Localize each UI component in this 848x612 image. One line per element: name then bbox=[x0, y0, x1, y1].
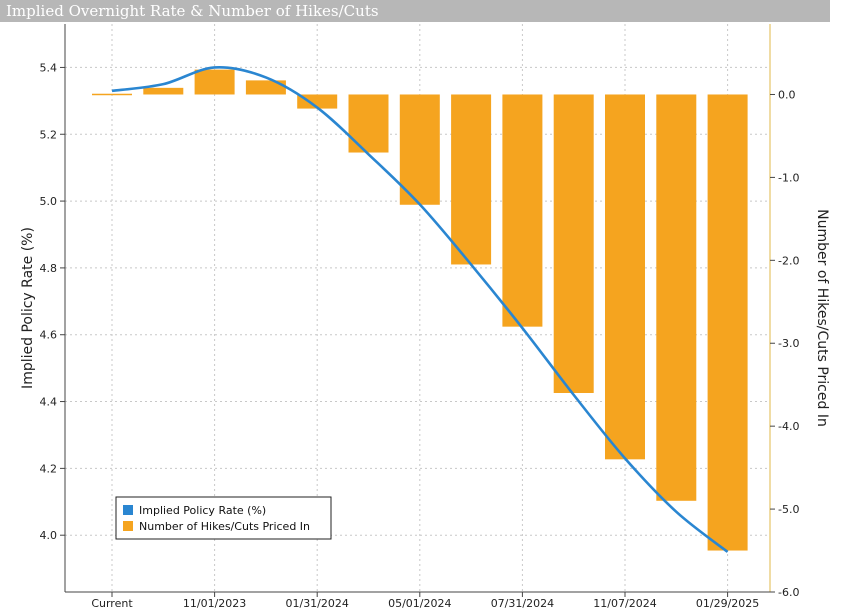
bar bbox=[245, 80, 286, 95]
rate-line bbox=[111, 65, 729, 553]
left-tick-label: 4.6 bbox=[40, 329, 58, 342]
left-tick-label: 4.0 bbox=[40, 529, 58, 542]
right-axis-title: Number of Hikes/Cuts Priced In bbox=[814, 209, 830, 427]
x-tick-label: 01/31/2024 bbox=[285, 597, 348, 610]
right-tick-label: -5.0 bbox=[778, 503, 799, 516]
bar bbox=[605, 94, 645, 460]
x-tick-label: Current bbox=[91, 597, 133, 610]
left-tick-label: 5.2 bbox=[40, 128, 58, 141]
bar bbox=[297, 94, 338, 109]
x-tick-label: 11/01/2023 bbox=[183, 597, 246, 610]
left-tick-label: 4.8 bbox=[40, 262, 58, 275]
right-tick-label: -2.0 bbox=[778, 254, 799, 267]
x-tick-label: 11/07/2024 bbox=[593, 597, 656, 610]
left-tick-label: 5.0 bbox=[40, 195, 58, 208]
bar bbox=[194, 69, 235, 95]
right-tick-label: -3.0 bbox=[778, 337, 799, 350]
left-tick-label: 4.2 bbox=[40, 462, 58, 475]
bar bbox=[92, 93, 132, 96]
bar bbox=[656, 94, 697, 501]
left-tick-label: 4.4 bbox=[40, 396, 58, 409]
right-tick-label: -1.0 bbox=[778, 171, 799, 184]
bar bbox=[502, 94, 543, 327]
line-layer bbox=[111, 65, 729, 553]
bar bbox=[348, 94, 389, 153]
bar bbox=[553, 94, 594, 393]
x-tick-label: 01/29/2025 bbox=[696, 597, 759, 610]
left-axis-title: Implied Policy Rate (%) bbox=[20, 227, 36, 389]
legend-swatch bbox=[123, 505, 133, 515]
labels-layer: 4.0 4.2 4.4 4.6 4.8 5.0 5.2 5.4 0.0 -1.0 -2.0 -3.0 -… bbox=[20, 61, 830, 610]
right-tick-label: -6.0 bbox=[778, 586, 799, 599]
right-tick-label: 0.0 bbox=[778, 88, 796, 101]
legend: Implied Policy Rate (%) Number of Hikes/C… bbox=[115, 496, 332, 540]
legend-entry: Implied Policy Rate (%) bbox=[139, 504, 266, 517]
axes-layer bbox=[60, 24, 775, 597]
bar bbox=[451, 94, 492, 265]
legend-entry: Number of Hikes/Cuts Priced In bbox=[139, 520, 310, 533]
bar bbox=[143, 87, 184, 95]
legend-swatch bbox=[123, 521, 133, 531]
bar bbox=[399, 94, 440, 205]
x-tick-label: 07/31/2024 bbox=[491, 597, 554, 610]
left-tick-label: 5.4 bbox=[40, 61, 58, 74]
x-tick-label: 05/01/2024 bbox=[388, 597, 451, 610]
legend-box bbox=[115, 496, 332, 540]
bar bbox=[707, 94, 748, 551]
chart-title: Implied Overnight Rate & Number of Hikes… bbox=[0, 0, 830, 22]
right-tick-label: -4.0 bbox=[778, 420, 799, 433]
